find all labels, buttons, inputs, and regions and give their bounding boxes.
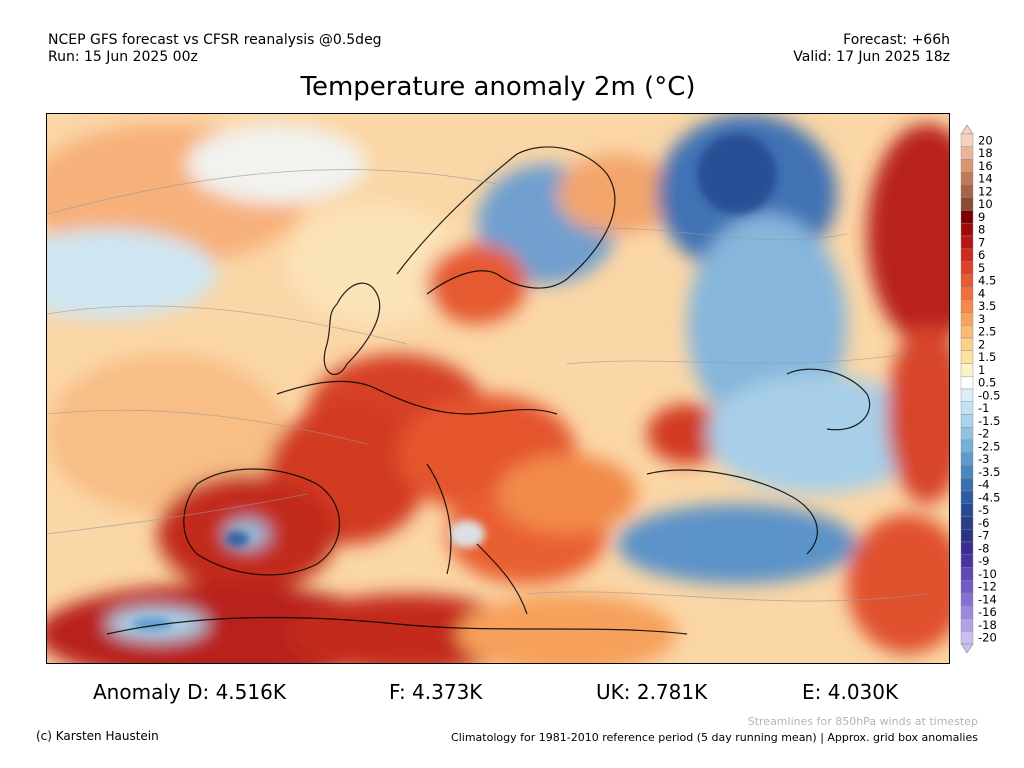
colorbar-swatch bbox=[960, 299, 974, 313]
climatology-note: Climatology for 1981-2010 reference peri… bbox=[451, 731, 978, 744]
colorbar-swatch bbox=[960, 159, 974, 173]
colorbar-label: 14 bbox=[978, 172, 993, 186]
streamline-note: Streamlines for 850hPa winds at timestep bbox=[747, 715, 978, 728]
colorbar-top-arrow bbox=[960, 124, 974, 135]
colorbar-swatch bbox=[960, 235, 974, 249]
colorbar-swatch bbox=[960, 350, 974, 364]
colorbar-label: 4 bbox=[978, 286, 985, 300]
colorbar-swatch bbox=[960, 439, 974, 453]
colorbar-swatch bbox=[960, 516, 974, 530]
anomaly-d: Anomaly D: 4.516K bbox=[93, 680, 286, 704]
colorbar-swatch bbox=[960, 618, 974, 632]
forecast-label: Forecast: +66h bbox=[843, 32, 950, 48]
colorbar-label: 1 bbox=[978, 363, 985, 377]
colorbar-label: -7 bbox=[978, 529, 989, 543]
colorbar-label: 5 bbox=[978, 261, 985, 275]
colorbar-label: -18 bbox=[978, 618, 997, 632]
colorbar-swatch bbox=[960, 210, 974, 224]
colorbar-swatch bbox=[960, 554, 974, 568]
map-title: Temperature anomaly 2m (°C) bbox=[300, 72, 696, 102]
colorbar-label: 7 bbox=[978, 235, 985, 249]
colorbar-swatch bbox=[960, 567, 974, 581]
colorbar-bottom-arrow bbox=[960, 643, 974, 654]
anomaly-e: E: 4.030K bbox=[802, 680, 899, 704]
colorbar-label: -4.5 bbox=[978, 490, 1000, 504]
colorbar-label: 10 bbox=[978, 197, 993, 211]
colorbar-swatch bbox=[960, 133, 974, 147]
colorbar-swatch bbox=[960, 363, 974, 377]
colorbar-label: 1.5 bbox=[978, 350, 996, 364]
colorbar-swatch bbox=[960, 580, 974, 594]
colorbar-swatch bbox=[960, 452, 974, 466]
colorbar-label: -10 bbox=[978, 567, 997, 581]
colorbar-label: -1.5 bbox=[978, 414, 1000, 428]
colorbar-label: -8 bbox=[978, 541, 989, 555]
colorbar-swatch bbox=[960, 427, 974, 441]
colorbar-label: 3.5 bbox=[978, 299, 996, 313]
colorbar-label: 2.5 bbox=[978, 325, 996, 339]
colorbar-label: -3 bbox=[978, 452, 989, 466]
colorbar-swatch bbox=[960, 388, 974, 402]
colorbar-swatch bbox=[960, 592, 974, 606]
colorbar-label: 12 bbox=[978, 184, 993, 198]
colorbar-label: -4 bbox=[978, 478, 989, 492]
colorbar-label: -6 bbox=[978, 516, 989, 530]
colorbar-swatch bbox=[960, 172, 974, 186]
anomaly-f: F: 4.373K bbox=[389, 680, 483, 704]
colorbar-swatch bbox=[960, 401, 974, 415]
anomaly-uk: UK: 2.781K bbox=[596, 680, 708, 704]
colorbar-swatch bbox=[960, 529, 974, 543]
colorbar-label: -9 bbox=[978, 554, 989, 568]
colorbar-swatch bbox=[960, 414, 974, 428]
colorbar-label: 20 bbox=[978, 133, 993, 147]
colorbar-swatch bbox=[960, 248, 974, 262]
colorbar-label: -2.5 bbox=[978, 439, 1000, 453]
colorbar-swatch bbox=[960, 503, 974, 517]
colorbar-label: 2 bbox=[978, 337, 985, 351]
colorbar-label: -12 bbox=[978, 580, 997, 594]
colorbar-label: 18 bbox=[978, 146, 993, 160]
valid-label: Valid: 17 Jun 2025 18z bbox=[793, 49, 950, 65]
credit-label: (c) Karsten Haustein bbox=[36, 729, 159, 743]
colorbar-label: 9 bbox=[978, 210, 985, 224]
colorbar-label: -3.5 bbox=[978, 465, 1000, 479]
colorbar-swatch bbox=[960, 631, 974, 645]
colorbar-swatch bbox=[960, 146, 974, 160]
colorbar-label: 3 bbox=[978, 312, 985, 326]
colorbar-swatch bbox=[960, 325, 974, 339]
colorbar-label: 0.5 bbox=[978, 376, 996, 390]
colorbar-swatch bbox=[960, 223, 974, 237]
colorbar-label: -2 bbox=[978, 427, 989, 441]
colorbar-legend: 20 18 16 14 12 10 9 8 7 6 5 4.5 4 3.5 3 2.5 2 1.5 1 0.5 -0.5… bbox=[958, 124, 1024, 654]
colorbar-swatch bbox=[960, 197, 974, 211]
colorbar-swatch bbox=[960, 312, 974, 326]
colorbar-label: 4.5 bbox=[978, 274, 996, 288]
colorbar-swatch bbox=[960, 274, 974, 288]
colorbar-label: -0.5 bbox=[978, 388, 1000, 402]
colorbar-swatch bbox=[960, 337, 974, 351]
colorbar-label: -14 bbox=[978, 592, 997, 606]
colorbar-swatch bbox=[960, 465, 974, 479]
colorbar-swatch bbox=[960, 376, 974, 390]
colorbar-swatch bbox=[960, 184, 974, 198]
colorbar-swatch bbox=[960, 541, 974, 555]
colorbar-label: -20 bbox=[978, 631, 997, 645]
colorbar-label: -5 bbox=[978, 503, 989, 517]
anomaly-map bbox=[46, 113, 950, 664]
colorbar-swatch bbox=[960, 478, 974, 492]
colorbar-label: -1 bbox=[978, 401, 989, 415]
colorbar-swatch bbox=[960, 286, 974, 300]
colorbar-label: 16 bbox=[978, 159, 993, 173]
colorbar-swatch bbox=[960, 605, 974, 619]
run-label: Run: 15 Jun 2025 00z bbox=[48, 49, 198, 65]
model-label: NCEP GFS forecast vs CFSR reanalysis @0.… bbox=[48, 32, 382, 48]
colorbar-swatch bbox=[960, 261, 974, 275]
anomaly-map-graphic bbox=[47, 114, 949, 663]
colorbar-label: 6 bbox=[978, 248, 985, 262]
colorbar-label: -16 bbox=[978, 605, 997, 619]
colorbar-swatch bbox=[960, 490, 974, 504]
colorbar-label: 8 bbox=[978, 223, 985, 237]
